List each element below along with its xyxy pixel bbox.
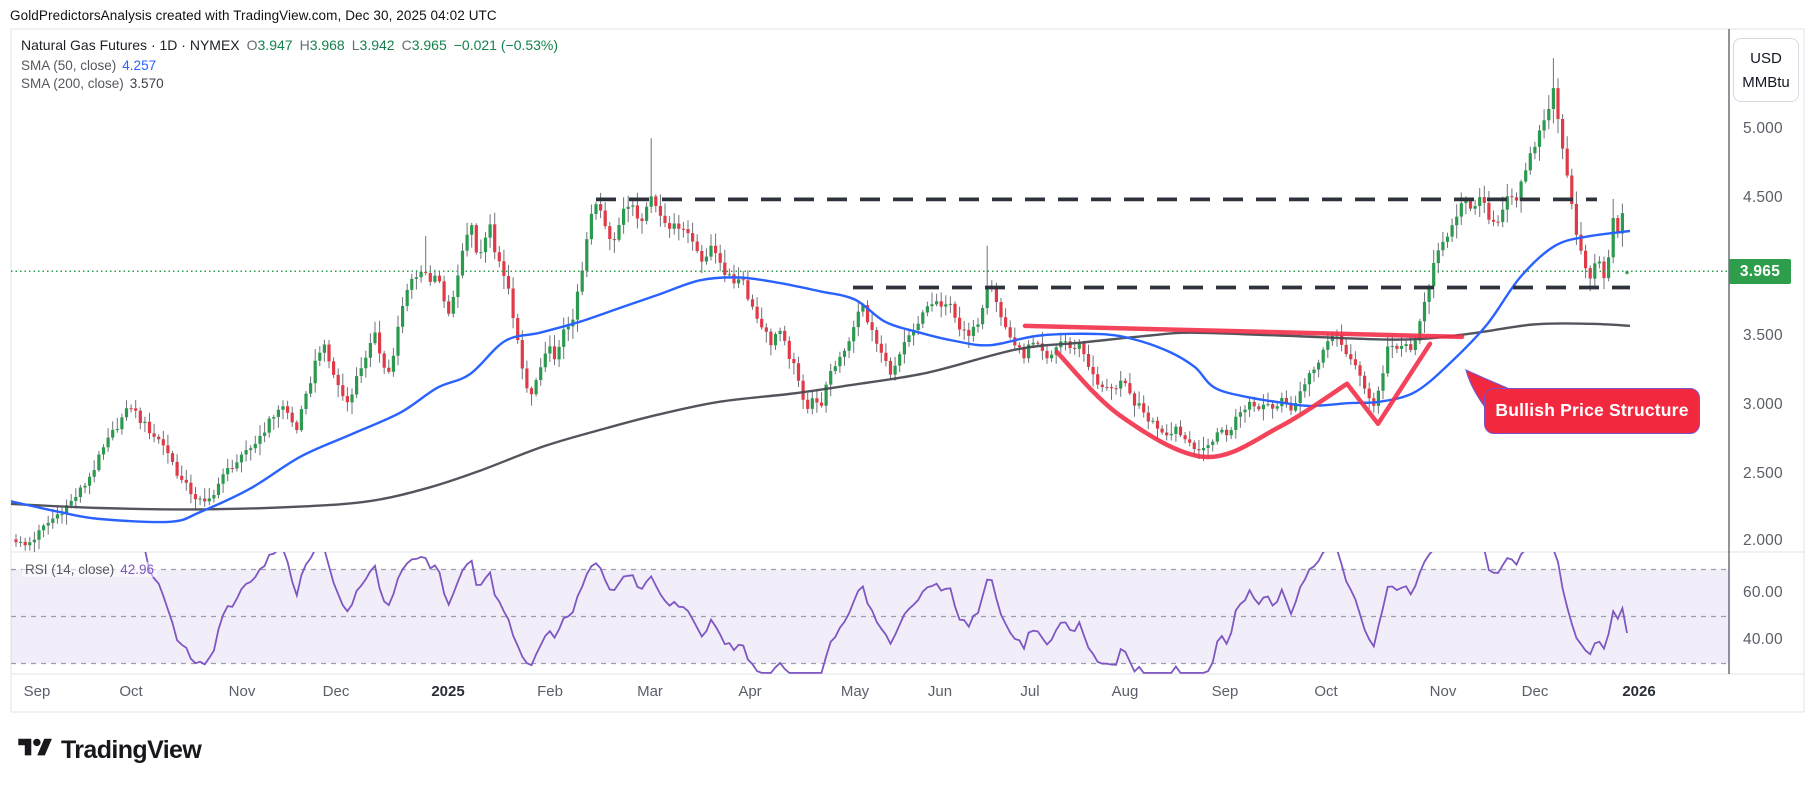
time-tick-label: Mar xyxy=(637,683,663,700)
sma200-legend[interactable]: SMA (200, close) 3.570 xyxy=(21,76,164,91)
symbol-description: Natural Gas Futures · 1D · NYMEX xyxy=(21,37,240,53)
rsi-value: 42.96 xyxy=(120,562,155,577)
rsi-label: RSI (14, close) xyxy=(25,562,115,577)
price-tick-label: 3.500 xyxy=(1743,326,1783,344)
price-tick-label: 2.500 xyxy=(1743,464,1783,482)
page-title: GoldPredictorsAnalysis created with Trad… xyxy=(10,8,497,23)
rsi-pane xyxy=(11,568,1729,665)
sma50-label: SMA (50, close) xyxy=(21,58,117,73)
time-tick-label: 2026 xyxy=(1622,683,1656,700)
resistance-levels[interactable] xyxy=(596,197,1630,290)
high-value: 3.968 xyxy=(309,37,345,53)
change-value: −0.021 (−0.53%) xyxy=(453,37,559,53)
sma200-value: 3.570 xyxy=(129,76,164,91)
time-tick-label: Nov xyxy=(228,683,256,700)
time-tick-label: Dec xyxy=(1521,683,1549,700)
symbol-legend[interactable]: Natural Gas Futures · 1D · NYMEX O3.947 H3… xyxy=(21,37,558,53)
time-tick-label: Feb xyxy=(537,683,563,700)
chart-frame xyxy=(10,28,1805,713)
time-tick-label: Oct xyxy=(119,683,143,700)
time-tick-label: Nov xyxy=(1429,683,1457,700)
candlestick-series xyxy=(14,58,1629,552)
time-tick-label: Jun xyxy=(927,683,953,700)
price-tick-label: 2.000 xyxy=(1743,532,1783,549)
unit-currency: USD xyxy=(1750,49,1782,67)
time-tick-label: Sep xyxy=(23,683,51,700)
sma50-legend[interactable]: SMA (50, close) 4.257 xyxy=(21,58,156,73)
open-label: O xyxy=(246,37,258,53)
rsi-tick-label: 60.00 xyxy=(1743,584,1783,601)
time-tick-label: Oct xyxy=(1314,683,1338,700)
time-tick-label: Apr xyxy=(738,683,762,700)
low-label: L xyxy=(351,37,360,53)
rsi-line xyxy=(144,552,1628,674)
bullish-callout[interactable]: Bullish Price Structure xyxy=(1484,388,1700,434)
cup-and-handle-drawing[interactable] xyxy=(1022,323,1465,460)
close-label: C xyxy=(401,37,412,53)
time-tick-label: 2025 xyxy=(431,683,465,700)
tradingview-logo-icon xyxy=(18,735,52,766)
tradingview-logo-text: TradingView xyxy=(61,736,202,764)
last-price-badge: 3.965 xyxy=(1729,259,1791,284)
unit-measure: MMBtu xyxy=(1742,73,1790,91)
price-unit-box: USD MMBtu xyxy=(1733,38,1799,102)
sma50-value: 4.257 xyxy=(122,58,157,73)
high-label: H xyxy=(299,37,310,53)
tradingview-logo[interactable]: TradingView xyxy=(18,735,202,766)
rsi-tick-label: 40.00 xyxy=(1743,631,1783,648)
sma200-label: SMA (200, close) xyxy=(21,76,124,91)
time-tick-label: Aug xyxy=(1111,683,1139,700)
price-tick-label: 3.000 xyxy=(1743,395,1783,413)
close-value: 3.965 xyxy=(411,37,447,53)
time-tick-label: Jul xyxy=(1020,683,1040,700)
time-tick-label: Dec xyxy=(322,683,350,700)
open-value: 3.947 xyxy=(257,37,293,53)
low-value: 3.942 xyxy=(359,37,395,53)
time-tick-label: Sep xyxy=(1211,683,1239,700)
price-tick-label: 5.000 xyxy=(1743,119,1783,137)
time-tick-label: May xyxy=(840,683,870,700)
price-tick-label: 4.500 xyxy=(1743,188,1783,206)
moving-averages xyxy=(11,229,1631,524)
rsi-legend[interactable]: RSI (14, close) 42.96 xyxy=(22,562,158,577)
